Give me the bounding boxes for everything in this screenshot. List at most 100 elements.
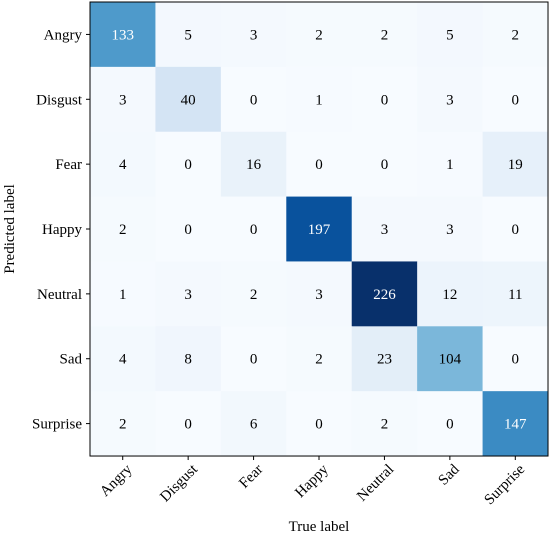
heatmap-cell: [286, 196, 353, 262]
heatmap-cell: [417, 391, 484, 457]
cell-value-label: 3: [446, 222, 454, 238]
y-tick-label: Surprise: [32, 417, 82, 433]
heatmap-cell: [220, 261, 287, 327]
cell-value-label: 2: [119, 417, 127, 433]
y-axis-ticks: Angry Disgust Fear Happy Neutral Sad Surprise: [32, 27, 90, 433]
cell-value-label: 5: [184, 27, 192, 43]
heatmap-cell: [351, 326, 418, 392]
cell-value-label: 133: [111, 27, 134, 43]
heatmap-cell: [90, 196, 156, 262]
cell-value-label: 1: [446, 157, 454, 173]
heatmap-cell: [351, 2, 418, 68]
x-tick-label: Angry: [97, 461, 136, 500]
x-tick-label: Fear: [236, 462, 266, 492]
x-tick-label: Happy: [292, 461, 332, 501]
cell-value-label: 23: [377, 352, 392, 368]
cell-value-label: 40: [181, 92, 196, 108]
y-tick-label: Angry: [44, 27, 83, 43]
cell-value-label: 11: [508, 287, 522, 303]
heatmap-cell: [286, 131, 353, 198]
heatmap-cell: [155, 131, 222, 198]
y-tick-label: Happy: [42, 222, 82, 238]
y-tick-label: Neutral: [37, 287, 82, 303]
heatmap-cell: [90, 66, 156, 133]
x-tick-label: Sad: [435, 461, 463, 489]
cell-value-label: 0: [250, 222, 258, 238]
x-tick-label: Neutral: [354, 462, 397, 505]
cell-value-label: 2: [512, 27, 520, 43]
heatmap-cell: [90, 261, 156, 327]
heatmap-cell: [351, 261, 418, 327]
heatmap-cell: [417, 66, 484, 133]
cell-value-label: 0: [250, 352, 258, 368]
cell-value-label: 0: [512, 92, 520, 108]
heatmap-cell: [286, 391, 353, 457]
cell-value-label: 147: [504, 417, 527, 433]
heatmap-cell: [90, 2, 156, 68]
heatmap-cell: [417, 261, 484, 327]
cell-value-label: 4: [119, 157, 127, 173]
cell-value-label: 2: [119, 222, 127, 238]
heatmap-cell: [155, 391, 222, 457]
cell-value-label: 19: [508, 157, 523, 173]
cell-value-label: 2: [381, 27, 389, 43]
cell-value-label: 0: [315, 417, 323, 433]
y-tick-label: Sad: [60, 352, 83, 368]
x-axis-title: True label: [289, 519, 350, 535]
heatmap-cell: [90, 131, 156, 198]
heatmap-cell: [220, 326, 287, 392]
heatmap-cell: [482, 131, 549, 198]
y-tick-label: Fear: [55, 157, 82, 173]
cell-value-label: 3: [119, 92, 127, 108]
heatmap-cell: [220, 391, 287, 457]
heatmap-cell: [351, 196, 418, 262]
cell-value-label: 1: [315, 92, 323, 108]
heatmap-cell: [482, 391, 549, 457]
cell-value-label: 226: [373, 287, 396, 303]
cell-value-label: 104: [439, 352, 462, 368]
cell-value-label: 3: [315, 287, 323, 303]
heatmap-cell: [220, 196, 287, 262]
cell-value-label: 1: [119, 287, 127, 303]
x-tick-label: Disgust: [157, 461, 201, 505]
heatmap-cell: [351, 66, 418, 133]
heatmap-cell: [155, 66, 222, 133]
cell-value-label: 197: [308, 222, 331, 238]
heatmap-cell: [286, 2, 353, 68]
heatmap-cell: [90, 326, 156, 392]
cell-labels-layer: 133 5 3 2 2 5 23 40 0 1 0 3 04 0 16 0 0 1 192 0 0 197 3 3 01 3 2 3 2…: [111, 27, 527, 432]
cell-value-label: 6: [250, 417, 258, 433]
cell-value-label: 2: [315, 352, 323, 368]
heatmap-cell: [351, 391, 418, 457]
cell-value-label: 0: [381, 157, 389, 173]
cell-value-label: 3: [381, 222, 389, 238]
heatmap-cell: [286, 261, 353, 327]
heatmap-cell: [286, 326, 353, 392]
cell-value-label: 0: [315, 157, 323, 173]
cell-value-label: 16: [246, 157, 262, 173]
cell-value-label: 0: [381, 92, 389, 108]
heatmap-cell: [90, 391, 156, 457]
cell-value-label: 4: [119, 352, 127, 368]
heatmap-cell: [155, 326, 222, 392]
cell-value-label: 0: [184, 157, 192, 173]
cells-layer: [90, 2, 549, 457]
cell-value-label: 0: [512, 352, 520, 368]
cell-value-label: 0: [446, 417, 454, 433]
heatmap-cell: [220, 2, 287, 68]
heatmap-cell: [482, 196, 549, 262]
heatmap-cell: [286, 66, 353, 133]
cell-value-label: 2: [315, 27, 323, 43]
heatmap-cell: [417, 2, 484, 68]
cell-value-label: 0: [184, 417, 192, 433]
y-axis-title: Predicted label: [2, 184, 18, 274]
cell-value-label: 3: [250, 27, 258, 43]
cell-value-label: 0: [250, 92, 258, 108]
cell-value-label: 8: [184, 352, 192, 368]
cell-value-label: 12: [442, 287, 457, 303]
heatmap-cell: [417, 196, 484, 262]
heatmap-cell: [220, 131, 287, 198]
cell-value-label: 3: [184, 287, 192, 303]
